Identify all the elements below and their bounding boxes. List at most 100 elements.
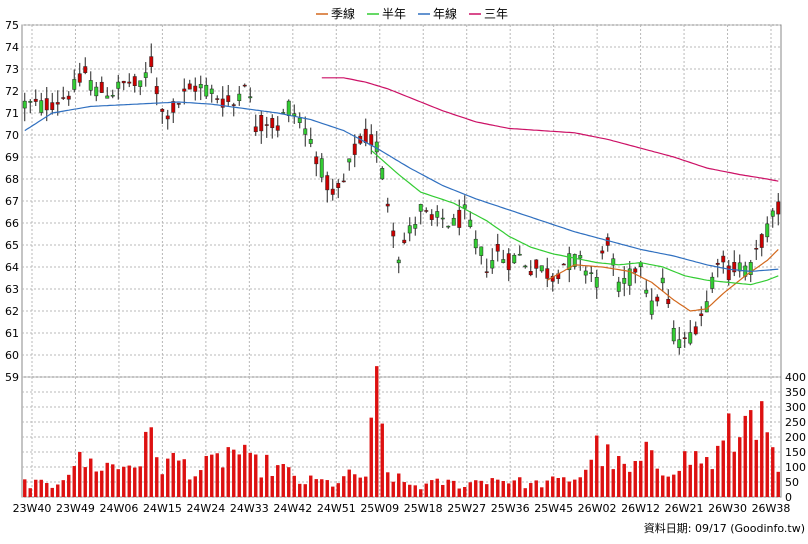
legend-label: 季線 (331, 6, 355, 21)
volume-bar (694, 451, 698, 497)
volume-bar (347, 469, 351, 497)
volume-bar (276, 465, 280, 497)
candle-body (429, 214, 434, 220)
price-tick-label: 63 (5, 283, 19, 296)
volume-bar (683, 451, 687, 497)
price-tick-label: 64 (5, 261, 19, 274)
volume-bar (56, 484, 60, 497)
x-tick: 25W27 (447, 502, 486, 515)
candle-body (215, 98, 220, 100)
volume-bar (380, 423, 384, 497)
volume-bar (199, 470, 203, 497)
volume-bar (633, 461, 637, 497)
candle-body (110, 94, 115, 97)
x-tick-label: 24W51 (317, 502, 356, 515)
volume-bar (419, 489, 423, 497)
candle-body (611, 258, 616, 266)
price-tick-label: 74 (5, 41, 19, 54)
price-tick-label: 60 (5, 349, 19, 362)
footer-source: 資料日期: 09/17 (Goodinfo.tw) (644, 521, 805, 535)
volume-tick-label: 350 (785, 386, 806, 399)
ma-line-半年 (370, 149, 779, 286)
x-tick: 24W42 (273, 502, 312, 515)
volume-bar (127, 465, 131, 497)
volume-bar (83, 467, 87, 497)
candle-body (94, 86, 99, 97)
volume-bar (529, 483, 533, 497)
volume-bar (122, 466, 126, 497)
volume-bar (45, 483, 49, 497)
candle-body (314, 156, 319, 165)
candle-body (253, 126, 258, 133)
volume-tick-label: 150 (785, 446, 806, 459)
candle-body (451, 217, 456, 226)
candle-body (44, 98, 49, 111)
x-tick: 25W09 (360, 502, 399, 515)
volume-bar (166, 458, 170, 497)
x-tick: 24W06 (100, 502, 139, 515)
candle-body (699, 313, 704, 317)
volume-bar (534, 480, 538, 497)
volume-tick: 200 (785, 431, 806, 444)
volume-bar (727, 413, 731, 497)
candle-body (473, 238, 478, 249)
candle-body (776, 201, 781, 215)
price-tick-label: 68 (5, 173, 19, 186)
candle-body (523, 265, 528, 268)
price-tick-label: 62 (5, 305, 19, 318)
candle-body (330, 188, 335, 195)
candle-body (237, 93, 242, 101)
price-tick-label: 70 (5, 129, 19, 142)
candle-body (286, 100, 291, 116)
candle-body (369, 134, 374, 146)
x-tick-label: 26W38 (752, 502, 791, 515)
x-tick: 24W51 (317, 502, 356, 515)
candle-body (132, 76, 137, 86)
candle-body (385, 203, 390, 207)
volume-tick: 400 (785, 371, 806, 384)
candle-body (622, 277, 627, 284)
candle-body (737, 262, 742, 272)
candle-body (116, 81, 121, 89)
volume-bar (545, 480, 549, 497)
candle-body (138, 80, 143, 87)
candle-body (655, 296, 660, 302)
candle-body (468, 219, 473, 227)
candle-body (534, 259, 539, 269)
x-tick-label: 25W27 (447, 502, 486, 515)
ma-line-三年 (321, 77, 779, 182)
volume-bar (402, 482, 406, 497)
volume-bar (584, 469, 588, 497)
volume-bar (89, 458, 93, 497)
volume-bar (210, 454, 214, 497)
legend-item: 半年 (367, 7, 406, 21)
volume-bar (490, 478, 494, 497)
price-tick: 67 (5, 195, 19, 208)
candle-body (176, 103, 181, 105)
volume-bar (94, 471, 98, 497)
volume-bar (732, 451, 736, 497)
candle-body (418, 204, 423, 212)
candle-body (187, 83, 192, 90)
price-tick: 65 (5, 239, 19, 252)
x-tick-label: 25W36 (491, 502, 530, 515)
volume-bar (677, 470, 681, 497)
volume-tick-label: 200 (785, 431, 806, 444)
volume-bar (78, 451, 82, 497)
price-tick: 66 (5, 217, 19, 230)
volume-bar (160, 474, 164, 497)
x-tick: 24W33 (230, 502, 269, 515)
candle-body (242, 84, 247, 87)
volume-tick-label: 400 (785, 371, 806, 384)
price-tick: 70 (5, 129, 19, 142)
candle-body (270, 118, 275, 129)
price-tick-label: 71 (5, 107, 19, 120)
volume-bar (116, 469, 120, 497)
candle-body (352, 143, 357, 155)
volume-bar (688, 464, 692, 497)
volume-bar (463, 486, 467, 497)
price-tick: 60 (5, 349, 19, 362)
x-tick: 23W40 (13, 502, 52, 515)
ma-line-年線 (24, 101, 779, 273)
